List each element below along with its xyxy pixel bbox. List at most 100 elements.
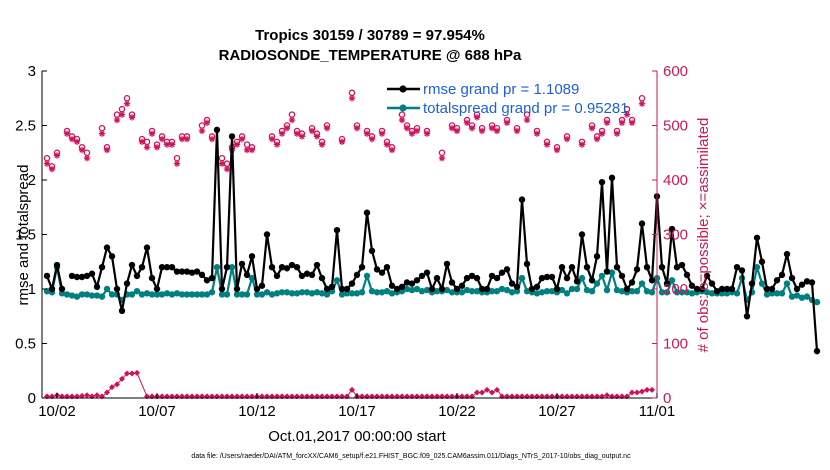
spread-marker: [193, 291, 201, 298]
spread-marker: [253, 291, 261, 298]
obs-assimilated-marker: [323, 125, 331, 132]
obs-assimilated-marker: [353, 125, 361, 132]
spread-marker: [683, 289, 691, 296]
spread-marker: [413, 285, 421, 293]
spread-marker: [788, 293, 796, 300]
spread-marker: [568, 285, 576, 293]
obs-low-marker: [644, 386, 650, 393]
spread-marker: [383, 287, 391, 295]
obs-assimilated-stroke: [119, 111, 125, 118]
y-axis-label-left: rmse and totalspread: [15, 165, 32, 306]
rmse-marker: [413, 277, 421, 284]
obs-assimilated-marker: [198, 127, 206, 135]
rmse-marker: [803, 278, 811, 285]
rmse-marker: [383, 264, 391, 271]
rmse-marker: [143, 244, 151, 251]
obs-assimilated-stroke: [424, 131, 430, 137]
spread-marker: [378, 289, 386, 296]
spread-marker: [373, 289, 381, 296]
spread-marker: [593, 280, 601, 287]
obs-assimilated-marker: [298, 133, 306, 140]
spread-marker: [128, 291, 136, 298]
obs-assimilated-stroke: [489, 125, 495, 131]
rmse-marker: [593, 253, 601, 260]
rmse-marker: [93, 283, 101, 291]
rmse-marker: [558, 264, 566, 271]
spread-marker: [663, 289, 671, 296]
rmse-marker: [768, 285, 776, 293]
obs-assimilated-marker: [463, 119, 471, 126]
spread-marker: [293, 290, 301, 297]
obs-assimilated-stroke: [544, 141, 550, 148]
rmse-marker: [358, 264, 366, 271]
spread-marker: [658, 289, 666, 296]
spread-marker: [278, 289, 286, 296]
spread-marker: [168, 291, 176, 298]
rmse-marker: [458, 282, 466, 289]
rmse-marker: [248, 253, 256, 260]
obs-assimilated-marker: [578, 141, 586, 148]
obs-assimilated-marker: [318, 141, 326, 148]
obs-assimilated-marker: [413, 127, 421, 135]
x-tick-label: 10/17: [338, 403, 376, 420]
spread-marker: [733, 290, 741, 297]
spread-marker: [258, 291, 266, 298]
obs-assimilated-stroke: [339, 139, 345, 145]
obs-assimilated-marker: [128, 114, 136, 121]
rmse-marker: [748, 280, 756, 287]
rmse-marker: [243, 271, 251, 279]
spread-marker: [403, 285, 411, 293]
rmse-marker: [113, 285, 121, 293]
obs-assimilated-stroke: [234, 141, 240, 148]
rmse-marker: [698, 285, 706, 293]
spread-marker: [158, 291, 166, 298]
spread-marker: [448, 289, 456, 296]
obs-assimilated-stroke: [624, 111, 630, 118]
spread-marker: [173, 290, 181, 297]
obs-assimilated-stroke: [479, 128, 485, 134]
rmse-marker: [793, 285, 801, 293]
obs-assimilated-stroke: [554, 147, 560, 153]
rmse-marker: [283, 265, 291, 272]
obs-low-marker: [134, 369, 140, 376]
spread-marker: [183, 291, 191, 298]
rmse-marker: [48, 285, 56, 293]
rmse-marker: [418, 272, 426, 280]
rmse-marker: [623, 285, 631, 293]
obs-assimilated-marker: [503, 119, 511, 126]
rmse-marker: [393, 285, 401, 293]
obs-assimilated-marker: [563, 135, 571, 143]
rmse-marker: [808, 279, 816, 286]
footnote: data file: /Users/raeder/DAI/ATM_forcXX/…: [191, 453, 631, 460]
obs-assimilated-stroke: [269, 136, 275, 142]
spread-marker: [368, 287, 376, 295]
rmse-marker: [693, 285, 701, 293]
obs-assimilated-marker: [313, 133, 321, 140]
obs-assimilated-marker: [603, 119, 611, 126]
obs-assimilated-marker: [478, 127, 486, 135]
spread-marker: [358, 289, 366, 296]
rmse-marker: [388, 282, 396, 289]
obs-low-marker: [114, 381, 120, 388]
obs-assimilated-stroke: [49, 166, 55, 172]
spread-marker: [243, 291, 251, 298]
obs-low-marker: [479, 389, 485, 396]
spread-marker: [178, 291, 186, 298]
y-axis-label-right: # of obs: o=possible; ×=assimilated: [695, 118, 712, 353]
rmse-marker: [73, 273, 81, 281]
series-layer: [43, 89, 821, 400]
rmse-marker: [573, 278, 581, 285]
rmse-marker: [123, 280, 131, 287]
spread-marker: [318, 290, 326, 297]
obs-assimilated-marker: [163, 141, 171, 148]
obs-assimilated-stroke: [309, 128, 315, 134]
spread-marker: [83, 291, 91, 298]
rmse-marker: [103, 244, 111, 251]
spread-marker: [463, 286, 471, 294]
rmse-marker: [788, 274, 796, 282]
obs-assimilated-marker: [123, 100, 131, 107]
spread-marker: [778, 290, 786, 297]
spread-marker: [248, 274, 256, 282]
spread-marker: [408, 286, 416, 294]
obs-assimilated-stroke: [124, 101, 130, 107]
